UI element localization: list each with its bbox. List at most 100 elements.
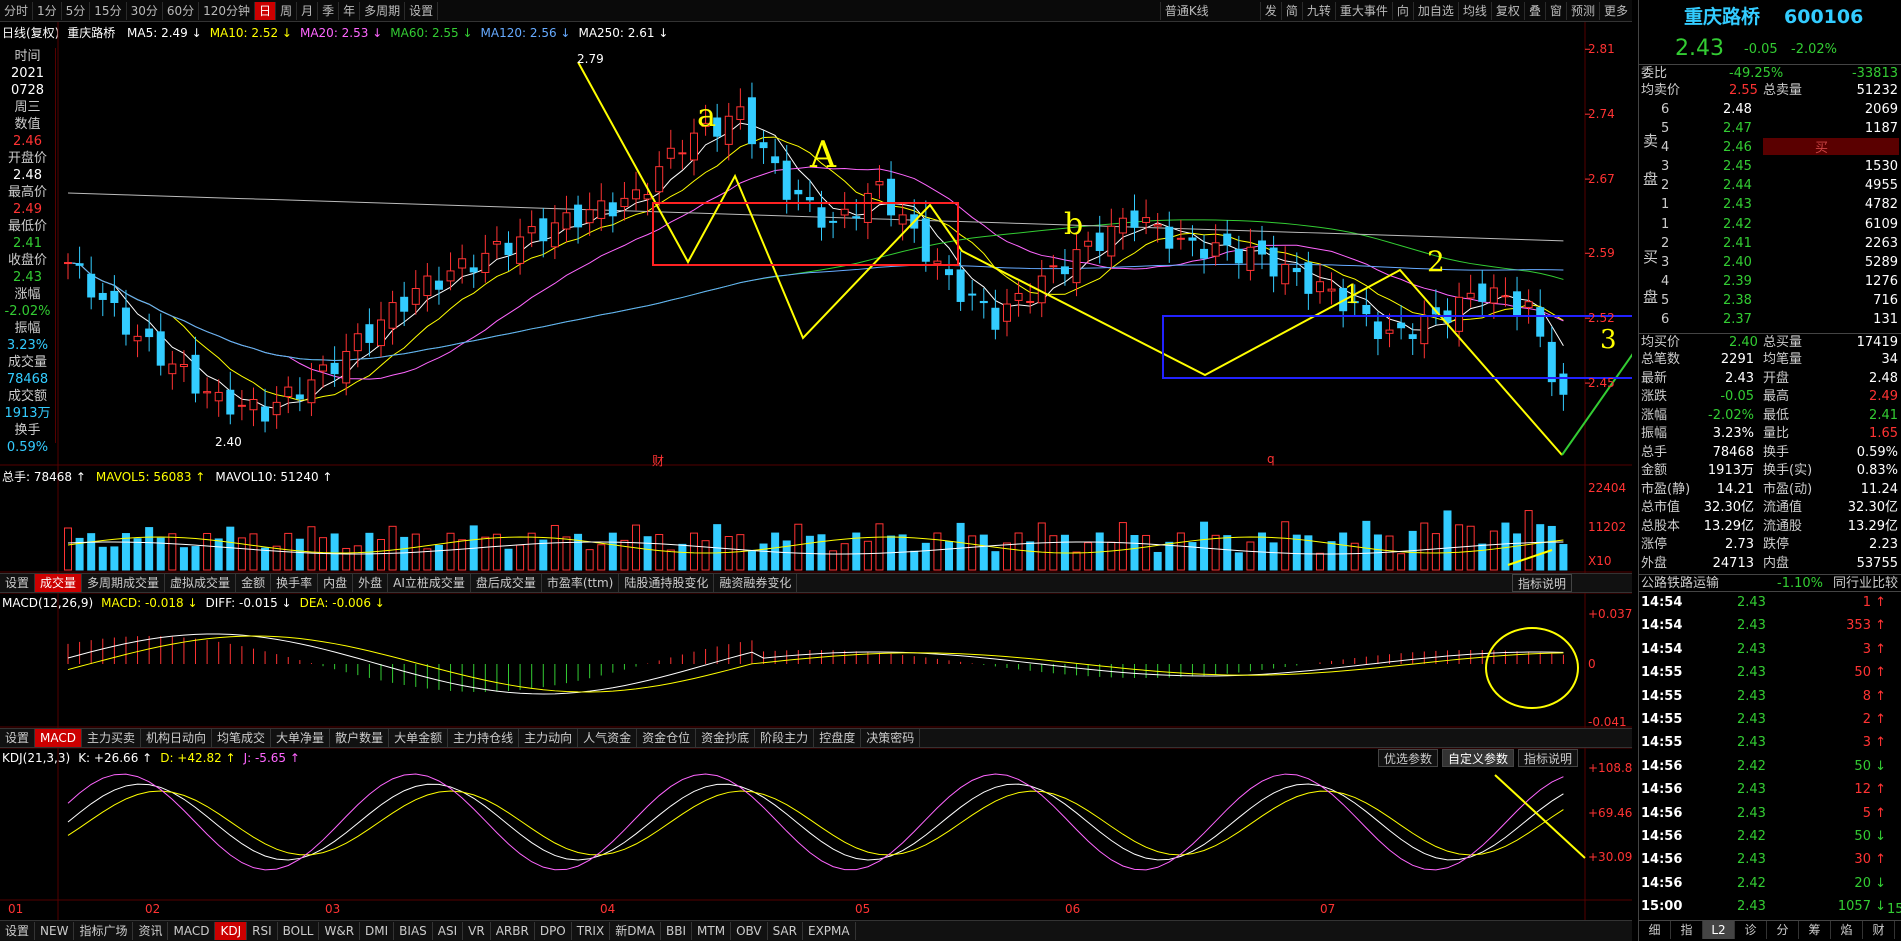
kdj-button-1[interactable]: 自定义参数 — [1442, 749, 1515, 767]
volume-tab-1[interactable]: 成交量 — [35, 574, 83, 592]
bottom-tab-5[interactable]: KDJ — [215, 922, 248, 940]
kdj-header: KDJ(21,3,3) K: +26.66 ↑ D: +42.82 ↑ J: -5.6… — [2, 751, 308, 765]
period-tab-10[interactable]: 季 — [318, 1, 340, 20]
bottom-tab-12[interactable]: VR — [463, 922, 491, 940]
quote-tab-2[interactable]: L2 — [1703, 921, 1735, 939]
toolbar-btn-11[interactable]: 更多 — [1598, 2, 1632, 20]
bottom-tab-1[interactable]: NEW — [35, 922, 75, 940]
left-panel-item-18: 成交量 — [7, 355, 47, 370]
volume-tab-0[interactable]: 设置 — [0, 574, 36, 592]
toolbar-btn-1[interactable]: 简 — [1280, 2, 1302, 20]
volume-tab-12[interactable]: 融资融券变化 — [714, 574, 798, 592]
toolbar-btn-9[interactable]: 窗 — [1544, 2, 1566, 20]
macd-tab-14[interactable]: 控盘度 — [814, 729, 862, 747]
volume-tab-3[interactable]: 虚拟成交量 — [165, 574, 237, 592]
stats-value: 2.73 — [1725, 537, 1754, 552]
bottom-tab-9[interactable]: DMI — [360, 922, 395, 940]
macd-tab-10[interactable]: 人气资金 — [578, 729, 638, 747]
volume-tab-10[interactable]: 市盈率(ttm) — [542, 574, 620, 592]
toolbar-btn-3[interactable]: 重大事件 — [1334, 2, 1392, 20]
macd-tab-1[interactable]: MACD — [35, 729, 82, 747]
toolbar-btn-0[interactable]: 发 — [1259, 2, 1281, 20]
kdj-button-0[interactable]: 优选参数 — [1378, 749, 1439, 767]
bottom-tab-7[interactable]: BOLL — [278, 922, 320, 940]
quote-tab-6[interactable]: 焰 — [1831, 921, 1863, 939]
macd-tab-7[interactable]: 大单金额 — [389, 729, 449, 747]
period-tab-11[interactable]: 年 — [339, 1, 361, 20]
volume-tab-9[interactable]: 盘后成交量 — [471, 574, 542, 592]
volume-tab-7[interactable]: 外盘 — [353, 574, 389, 592]
volume-tab-4[interactable]: 金额 — [236, 574, 272, 592]
chart-canvas[interactable] — [0, 0, 1632, 920]
bottom-tab-3[interactable]: 资讯 — [133, 922, 169, 940]
bottom-tab-8[interactable]: W&R — [319, 922, 361, 940]
bottom-tab-13[interactable]: ARBR — [491, 922, 535, 940]
period-tab-7[interactable]: 日 — [255, 1, 277, 20]
volume-explain-button[interactable]: 指标说明 — [1511, 574, 1572, 592]
bottom-tab-2[interactable]: 指标广场 — [74, 922, 134, 940]
macd-tab-11[interactable]: 资金仓位 — [637, 729, 697, 747]
period-tab-9[interactable]: 月 — [297, 1, 319, 20]
volume-tab-5[interactable]: 换手率 — [271, 574, 319, 592]
kline-type-select[interactable]: 普通K线 — [1159, 2, 1260, 20]
period-tab-3[interactable]: 15分 — [90, 1, 127, 20]
finance-marker[interactable]: 财 — [652, 454, 665, 468]
bottom-tab-4[interactable]: MACD — [168, 922, 216, 940]
macd-tab-3[interactable]: 机构日动向 — [141, 729, 213, 747]
period-tab-6[interactable]: 120分钟 — [199, 1, 256, 20]
period-tab-0[interactable]: 分时 — [0, 1, 34, 20]
bottom-tab-15[interactable]: TRIX — [572, 922, 611, 940]
industry-row[interactable]: 公路铁路运输 -1.10% 同行业比较 — [1639, 574, 1901, 592]
macd-tab-9[interactable]: 主力动向 — [519, 729, 579, 747]
toolbar-btn-10[interactable]: 预测 — [1565, 2, 1599, 20]
bottom-tab-6[interactable]: RSI — [247, 922, 278, 940]
bottom-tab-10[interactable]: BIAS — [394, 922, 433, 940]
bottom-tab-17[interactable]: BBI — [661, 922, 693, 940]
q-marker[interactable]: q — [1267, 452, 1275, 466]
bottom-tab-0[interactable]: 设置 — [0, 922, 36, 940]
bottom-tab-14[interactable]: DPO — [535, 922, 572, 940]
volume-tab-6[interactable]: 内盘 — [318, 574, 354, 592]
bottom-tab-21[interactable]: EXPMA — [803, 922, 856, 940]
bottom-tab-18[interactable]: MTM — [692, 922, 732, 940]
quote-tab-4[interactable]: 分 — [1767, 921, 1799, 939]
bottom-tab-16[interactable]: 新DMA — [610, 922, 661, 940]
bottom-tab-20[interactable]: SAR — [768, 922, 803, 940]
volume-tab-2[interactable]: 多周期成交量 — [82, 574, 166, 592]
industry-compare[interactable]: 同行业比较 — [1832, 576, 1898, 591]
period-tab-4[interactable]: 30分 — [127, 1, 163, 20]
toolbar-btn-6[interactable]: 均线 — [1457, 2, 1491, 20]
quote-tab-3[interactable]: 诊 — [1735, 921, 1767, 939]
toolbar-btn-7[interactable]: 复权 — [1490, 2, 1524, 20]
period-tab-13[interactable]: 设置 — [405, 1, 439, 20]
macd-tab-0[interactable]: 设置 — [0, 729, 36, 747]
macd-tab-13[interactable]: 阶段主力 — [755, 729, 815, 747]
period-tab-1[interactable]: 1分 — [33, 1, 62, 20]
period-tab-2[interactable]: 5分 — [62, 1, 91, 20]
quote-tab-7[interactable]: 财 — [1863, 921, 1895, 939]
quote-tab-0[interactable]: 细 — [1639, 921, 1671, 939]
macd-tab-8[interactable]: 主力持仓线 — [448, 729, 520, 747]
period-tab-12[interactable]: 多周期 — [360, 1, 406, 20]
volume-tab-11[interactable]: 陆股通持股变化 — [619, 574, 715, 592]
toolbar-btn-4[interactable]: 向 — [1391, 2, 1413, 20]
period-tab-5[interactable]: 60分 — [163, 1, 200, 20]
macd-tab-15[interactable]: 决策密码 — [861, 729, 921, 747]
volume-tab-8[interactable]: AI立桩成交量 — [388, 574, 471, 592]
toolbar-btn-5[interactable]: 加自选 — [1412, 2, 1458, 20]
macd-tab-4[interactable]: 均笔成交 — [212, 729, 272, 747]
quote-tab-5[interactable]: 筹 — [1799, 921, 1831, 939]
bottom-tab-11[interactable]: ASI — [433, 922, 464, 940]
kdj-button-2[interactable]: 指标说明 — [1518, 749, 1579, 767]
macd-tab-5[interactable]: 大单净量 — [271, 729, 331, 747]
toolbar-btn-2[interactable]: 九转 — [1301, 2, 1335, 20]
toolbar-btn-8[interactable]: 叠 — [1523, 2, 1545, 20]
month-label-6: 07 — [1320, 902, 1336, 916]
quote-tab-1[interactable]: 指 — [1671, 921, 1703, 939]
macd-tab-12[interactable]: 资金抄底 — [696, 729, 756, 747]
macd-tab-6[interactable]: 散户数量 — [330, 729, 390, 747]
left-panel-item-23: 0.59% — [6, 440, 49, 455]
period-tab-8[interactable]: 周 — [276, 1, 298, 20]
macd-tab-2[interactable]: 主力买卖 — [82, 729, 142, 747]
bottom-tab-19[interactable]: OBV — [731, 922, 768, 940]
